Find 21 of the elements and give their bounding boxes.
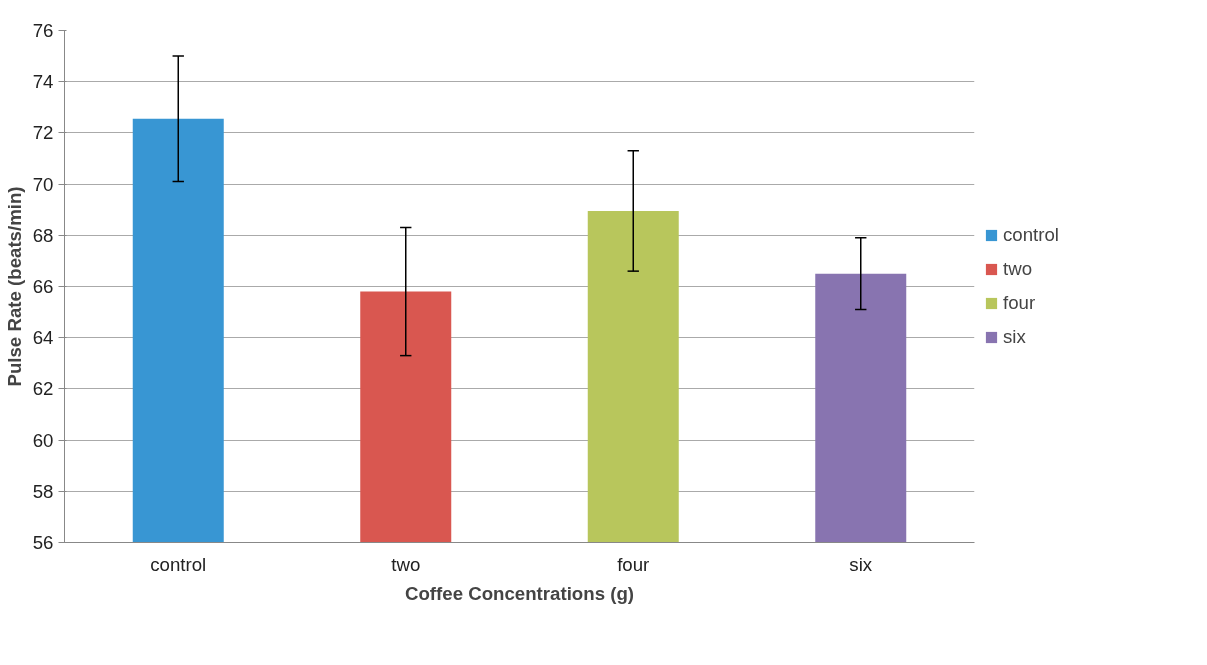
legend-label: six <box>1003 326 1026 348</box>
x-axis-title: Coffee Concentrations (g) <box>404 582 635 604</box>
y-tick-label: 64 <box>32 327 54 349</box>
y-tick-label: 76 <box>32 20 54 41</box>
x-tick-label: six <box>849 553 873 575</box>
x-tick-label: four <box>617 553 650 575</box>
y-axis-title: Pulse Rate (beats/min) <box>3 186 25 387</box>
y-tick-label: 74 <box>32 71 54 93</box>
y-tick-label: 62 <box>32 378 54 400</box>
x-tick-label: control <box>150 553 207 575</box>
y-tick-label: 56 <box>32 532 54 553</box>
y-tick-label: 58 <box>32 480 54 502</box>
y-tick-label: 68 <box>32 224 54 246</box>
legend-label: two <box>1003 258 1033 280</box>
x-tick-label: two <box>391 553 421 575</box>
legend-label: four <box>1003 292 1036 314</box>
y-tick-label: 60 <box>32 429 54 451</box>
y-tick-label: 72 <box>32 122 54 144</box>
y-tick-label: 66 <box>32 276 54 297</box>
y-tick-label: 70 <box>32 173 54 195</box>
legend-label: control <box>1003 224 1059 246</box>
